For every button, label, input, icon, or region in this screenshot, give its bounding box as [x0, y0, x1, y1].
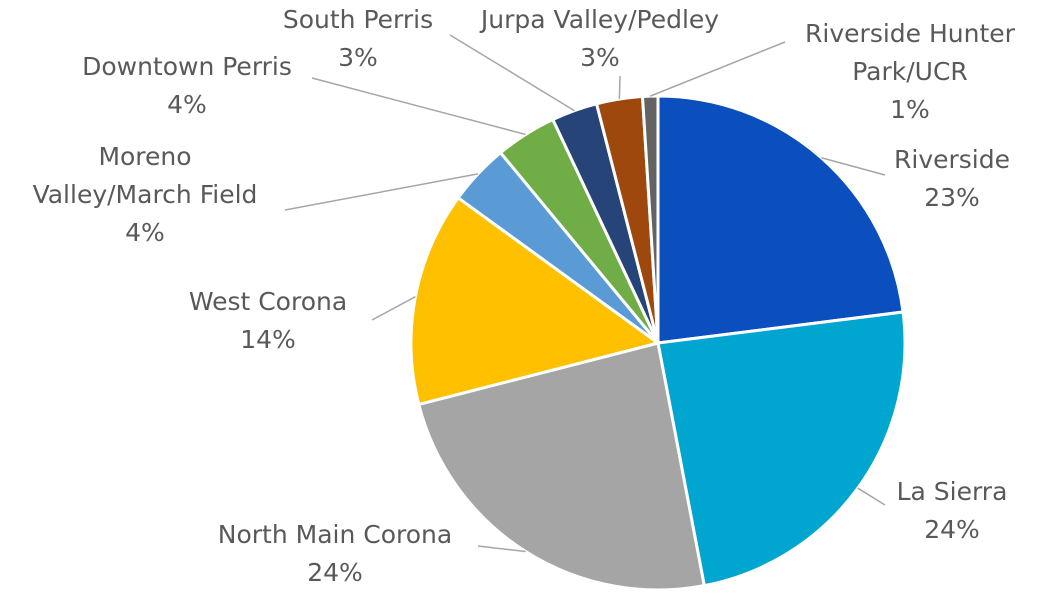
- category-label: Riverside: [894, 145, 1010, 174]
- pie-slice: [656, 310, 907, 588]
- category-label: West Corona: [189, 287, 347, 316]
- value-label: 23%: [924, 183, 980, 212]
- leader-line: [857, 487, 886, 506]
- category-label: Riverside Hunter Park/UCR: [805, 19, 1016, 86]
- pie-slice: [656, 94, 905, 345]
- value-label: 1%: [890, 95, 930, 124]
- value-label: 3%: [338, 43, 378, 72]
- leader-line: [821, 156, 886, 176]
- leader-line: [284, 173, 479, 211]
- value-label: 24%: [924, 515, 980, 544]
- value-label: 24%: [307, 558, 363, 587]
- leader-line: [477, 545, 526, 553]
- value-label: 14%: [240, 325, 296, 354]
- category-label: Moreno Valley/March Field: [33, 142, 258, 209]
- leader-line: [449, 34, 575, 112]
- leader-line: [649, 41, 786, 97]
- leader-line: [618, 75, 621, 100]
- category-label: La Sierra: [897, 477, 1008, 506]
- value-label: 3%: [580, 43, 620, 72]
- leader-line: [371, 296, 416, 321]
- category-label: North Main Corona: [218, 520, 452, 549]
- category-label: Downtown Perris: [82, 52, 292, 81]
- pie-slice: [416, 341, 707, 592]
- value-label: 4%: [125, 218, 165, 247]
- category-label: South Perris: [283, 5, 433, 34]
- value-label: 4%: [167, 90, 207, 119]
- pie-slice: [409, 195, 662, 407]
- category-label: Jurpa Valley/Pedley: [479, 5, 719, 34]
- leader-line: [311, 77, 526, 136]
